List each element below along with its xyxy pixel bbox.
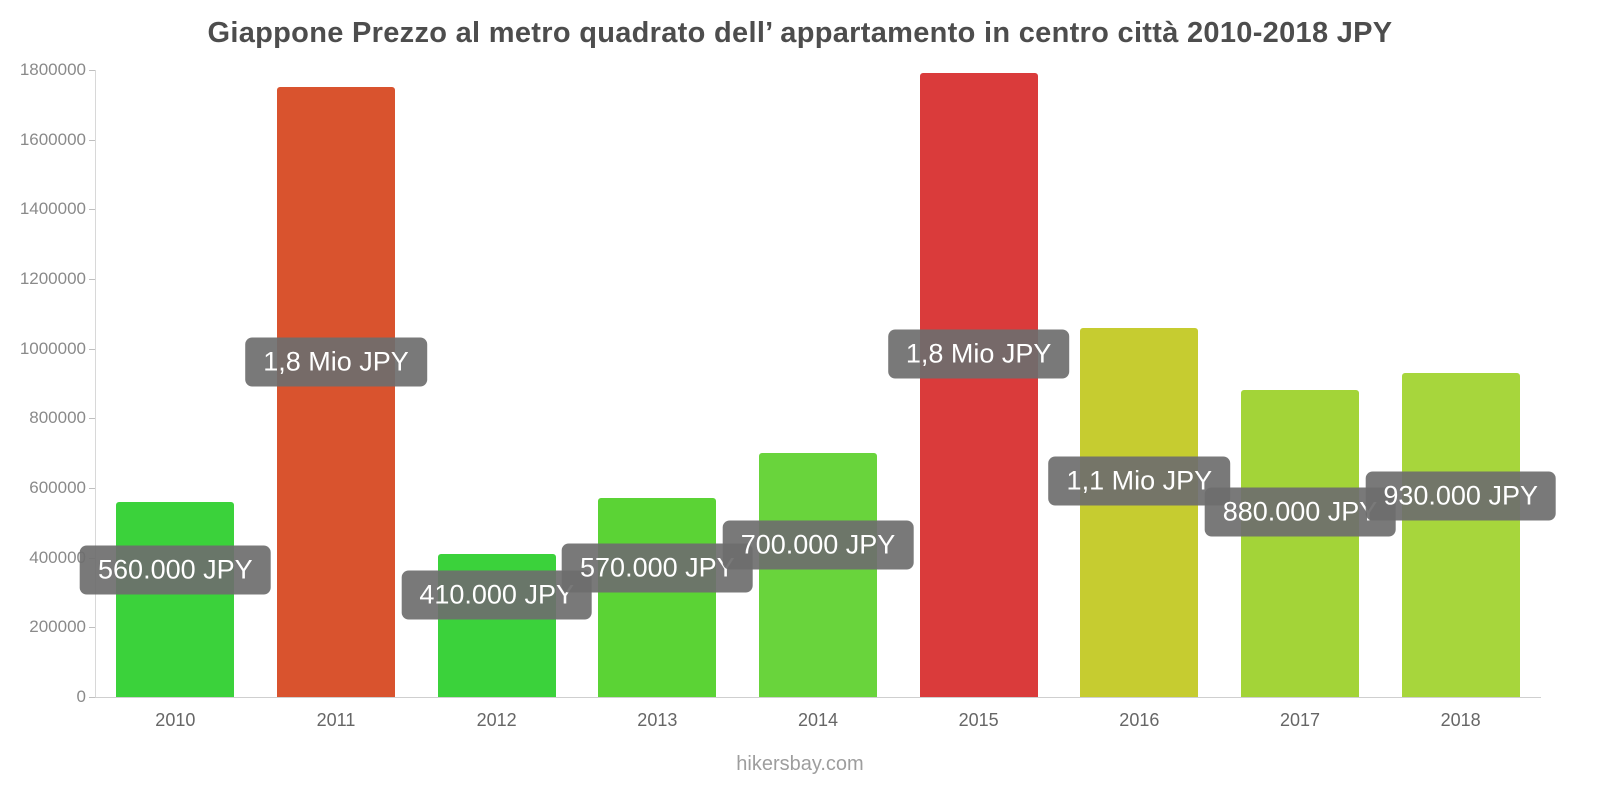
bar-2015[interactable]	[919, 73, 1038, 697]
y-axis-tick	[89, 279, 95, 280]
y-axis-tick-label: 400000	[29, 547, 86, 567]
x-axis-category-label: 2018	[1440, 710, 1481, 730]
value-label-2014: 700.000 JPY	[722, 520, 914, 570]
y-axis-tick-label: 1600000	[19, 129, 86, 149]
value-label-2010: 560.000 JPY	[80, 545, 271, 595]
y-axis-tick	[89, 627, 95, 629]
bar-2011[interactable]	[277, 87, 395, 697]
bar-2017[interactable]	[1241, 390, 1359, 697]
bar-2014[interactable]	[759, 453, 877, 697]
x-axis-category-label: 2010	[155, 710, 196, 730]
value-label-2015: 1,8 Mio JPY	[887, 329, 1070, 379]
bar-2013[interactable]	[598, 498, 717, 697]
x-axis-category-label: 2014	[797, 710, 839, 730]
bar-2010[interactable]	[116, 501, 235, 697]
x-axis-category-label: 2016	[1119, 710, 1160, 730]
y-axis-tick-label: 200000	[29, 617, 86, 637]
y-axis-tick-label: 1800000	[19, 60, 86, 79]
x-axis-category-label: 2017	[1279, 710, 1321, 730]
value-label-2011: 1,8 Mio JPY	[245, 337, 427, 387]
value-label-2017: 880.000 JPY	[1204, 487, 1396, 537]
value-label-2012: 410.000 JPY	[401, 570, 592, 620]
y-axis-tick	[89, 418, 95, 420]
y-axis-tick-label: 1400000	[19, 199, 86, 219]
y-axis-tick-label: 1200000	[19, 269, 86, 288]
chart-title: Giappone Prezzo al metro quadrato dell’ …	[207, 17, 1393, 49]
x-axis-category-label: 2012	[476, 710, 517, 730]
bar-2016[interactable]	[1080, 327, 1199, 697]
bar-2018[interactable]	[1401, 373, 1520, 697]
value-label-2018: 930.000 JPY	[1365, 471, 1556, 521]
y-axis-tick	[89, 488, 95, 489]
y-axis-tick	[89, 348, 95, 350]
x-axis-category-label: 2013	[637, 710, 678, 730]
value-label-2016: 1,1 Mio JPY	[1048, 456, 1231, 506]
y-axis-tick	[89, 70, 95, 71]
y-axis-tick-label: 1000000	[19, 338, 86, 358]
y-axis-line	[95, 70, 96, 698]
watermark-text: hikersbay.com	[736, 753, 864, 775]
value-label-2013: 570.000 JPY	[562, 543, 753, 593]
y-axis-tick	[89, 139, 95, 141]
x-axis-line	[95, 697, 1541, 698]
x-axis-category-label: 2011	[316, 710, 356, 730]
y-axis-tick-label: 800000	[29, 408, 86, 428]
x-axis-category-label: 2015	[958, 710, 999, 730]
y-axis-tick-label: 600000	[29, 478, 86, 497]
y-axis-tick	[89, 697, 95, 698]
y-axis-tick-label: 0	[76, 687, 86, 706]
y-axis-tick	[89, 209, 95, 211]
